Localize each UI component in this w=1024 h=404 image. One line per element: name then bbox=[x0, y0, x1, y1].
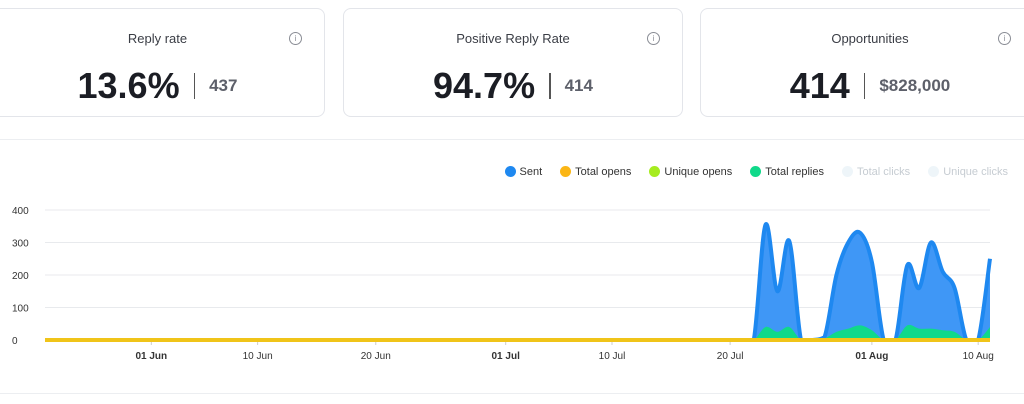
info-icon[interactable]: i bbox=[647, 32, 660, 45]
legend-dot-icon bbox=[928, 166, 940, 177]
card-title: Reply rate bbox=[127, 31, 188, 46]
y-tick-label: 300 bbox=[12, 239, 29, 250]
y-tick-label: 400 bbox=[12, 206, 29, 217]
legend-dot-icon bbox=[842, 166, 853, 177]
x-tick-label: 10 Jun bbox=[243, 351, 273, 362]
opportunities-card: Opportunities i 414 $828,000 bbox=[700, 8, 1024, 117]
legend-dot-icon bbox=[504, 166, 516, 177]
card-title: Opportunities bbox=[831, 31, 909, 46]
legend-item[interactable]: Unique opens bbox=[649, 166, 732, 178]
y-tick-label: 200 bbox=[12, 271, 29, 282]
legend-label: Total clicks bbox=[857, 166, 911, 178]
legend-label: Unique opens bbox=[664, 166, 733, 178]
info-icon[interactable]: i bbox=[998, 32, 1011, 45]
card-sub: $828,000 bbox=[879, 76, 951, 95]
y-tick-label: 0 bbox=[12, 336, 18, 347]
legend-label: Total replies bbox=[765, 166, 824, 178]
legend-dot-icon bbox=[560, 166, 572, 177]
card-sub: 414 bbox=[564, 76, 593, 95]
legend-label: Unique clicks bbox=[943, 166, 1008, 178]
positive-reply-card: Positive Reply Rate i 94.7% 414 bbox=[343, 8, 683, 117]
chart: 0 100 200 300 400 01 Jun 10 Jun 20 Jun 01 Jul 10 … bbox=[12, 206, 994, 362]
legend-label: Total opens bbox=[575, 166, 632, 178]
info-icon[interactable]: i bbox=[289, 32, 302, 45]
x-tick-label: 20 Jun bbox=[361, 351, 391, 362]
y-tick-label: 100 bbox=[12, 304, 29, 315]
x-tick-label: 01 Jul bbox=[492, 351, 521, 362]
reply-rate-card: Reply rate i 13.6% 437 bbox=[0, 8, 325, 117]
legend-item[interactable]: Unique clicks bbox=[928, 166, 1008, 178]
card-value: 414 bbox=[789, 65, 850, 106]
x-tick-label: 01 Aug bbox=[855, 351, 888, 362]
x-tick-label: 10 Jul bbox=[599, 351, 626, 362]
card-value: 94.7% bbox=[433, 65, 536, 106]
legend-item[interactable]: Total clicks bbox=[842, 166, 910, 178]
legend-dot-icon bbox=[750, 166, 762, 177]
legend-item[interactable]: Sent bbox=[504, 166, 543, 178]
legend-dot-icon bbox=[649, 166, 661, 177]
x-tick-label: 10 Aug bbox=[963, 351, 994, 362]
chart-legend: Sent Total opens Unique opens Total replies… bbox=[504, 166, 1008, 178]
legend-label: Sent bbox=[519, 166, 543, 178]
legend-item[interactable]: Total opens bbox=[560, 166, 631, 178]
card-value: 13.6% bbox=[77, 65, 180, 106]
card-sub: 437 bbox=[209, 76, 238, 95]
x-tick-label: 01 Jun bbox=[135, 351, 167, 362]
x-tick-label: 20 Jul bbox=[717, 351, 744, 362]
card-title: Positive Reply Rate bbox=[456, 31, 570, 46]
legend-item[interactable]: Total replies bbox=[750, 166, 824, 178]
